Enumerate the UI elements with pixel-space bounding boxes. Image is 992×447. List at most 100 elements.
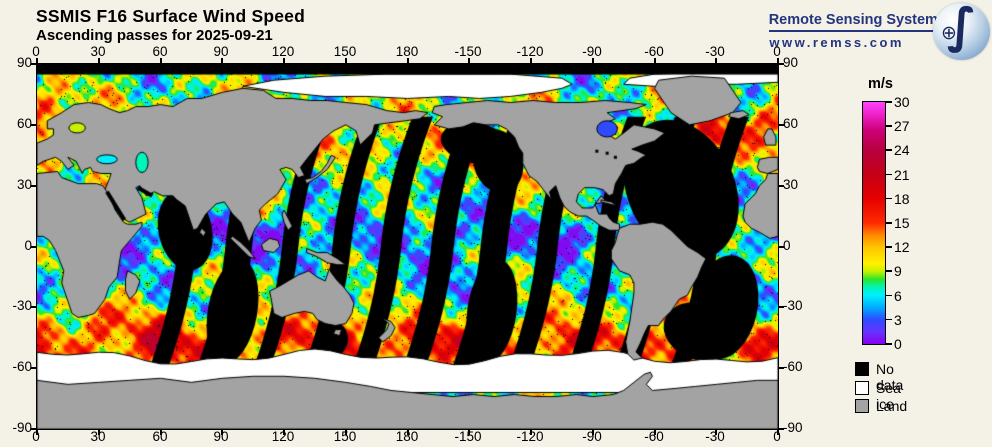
sea-ice-swatch [855,380,869,395]
colorbar-tick [886,125,892,127]
colorbar-tick [886,197,892,200]
colorbar-tick [886,173,892,176]
axis-tick [777,58,779,63]
axis-tick [779,124,784,126]
axis-tick [31,367,36,369]
colorbar-tick-label: 12 [894,239,910,256]
axis-tick [31,185,36,187]
axis-label: -90 [582,44,602,59]
axis-tick [779,63,784,65]
axis-tick [36,430,38,435]
colorbar-tick [886,222,892,224]
axis-label: -30 [12,298,32,313]
axis-tick [98,58,100,63]
axis-label: 60 [152,429,168,444]
axis-label: -30 [705,44,725,59]
axis-tick [779,185,784,187]
axis-tick [715,430,717,435]
axis-tick [221,430,223,435]
axis-label: 180 [395,44,419,59]
axis-label: 30 [90,429,106,444]
axis-tick [468,430,470,435]
colorbar-tick [886,294,892,297]
axis-label: -30 [705,429,725,444]
axis-tick [31,63,36,65]
axis-tick [468,58,470,63]
axis-tick [777,430,779,435]
colorbar-tick-label: 15 [894,215,910,231]
crosshair-glyph-icon: ⊕ [941,22,957,44]
axis-tick [592,58,594,63]
colorbar-tick-label: 0 [894,336,902,352]
axis-label: -120 [516,429,544,444]
no-data-label: No data [876,361,904,393]
axis-label: 90 [213,429,229,444]
colorbar-tick [886,101,892,103]
logo-remote-sensing-systems: Remote Sensing Systems [768,12,946,32]
axis-tick [345,430,347,435]
axis-label: 30 [783,177,799,192]
axis-label: 90 [213,44,229,59]
no-data-swatch [855,362,869,376]
axis-label: -90 [12,420,32,435]
axis-tick [31,246,36,248]
colorbar-tick-label: 9 [894,263,902,280]
axis-label: -60 [644,429,664,444]
land-swatch [855,399,869,413]
axis-tick [407,58,409,63]
axis-tick [283,58,285,63]
axis-tick [221,58,223,63]
axis-label: -150 [454,429,482,444]
axis-tick [31,306,36,308]
axis-label: -60 [783,359,803,374]
axis-label: 60 [16,116,32,131]
integral-glyph-icon: ∫ [947,0,977,54]
colorbar-unit-label: m/s [868,76,893,92]
axis-tick [779,367,784,369]
page-subtitle: Ascending passes for 2025-09-21 [36,27,273,44]
axis-label: -150 [454,44,482,59]
wind-speed-map-canvas [37,64,778,429]
axis-label: 180 [395,429,419,444]
axis-label: 120 [271,44,295,59]
axis-tick [407,430,409,435]
axis-label: -120 [516,44,544,59]
axis-label: 30 [16,177,32,192]
sea-ice-label: Sea ice [876,379,901,412]
axis-label: -90 [783,420,803,435]
colorbar-tick [886,318,892,321]
colorbar-gradient [863,102,885,344]
colorbar-tick [886,149,892,151]
colorbar-tick-label: 21 [894,166,910,183]
colorbar-tick [886,246,892,248]
axis-label: 60 [152,44,168,59]
axis-tick [31,124,36,126]
axis-label: -60 [12,359,32,374]
axis-tick [779,246,784,248]
map-frame [31,58,784,435]
axis-label: 0 [24,238,32,253]
colorbar-tick-label: 24 [894,142,910,159]
page-title: SSMIS F16 Surface Wind Speed [36,6,305,26]
axis-label: 0 [783,238,791,253]
colorbar-tick-label: 6 [894,287,902,304]
land-label: Land [876,398,908,414]
axis-tick [530,430,532,435]
axis-label: 0 [32,429,40,444]
axis-tick [36,58,38,63]
axis-label: 0 [773,44,781,59]
colorbar-tick-label: 27 [894,118,910,135]
axis-tick [654,430,656,435]
axis-tick [654,58,656,63]
axis-label: -30 [783,298,803,313]
colorbar-tick [886,343,892,345]
axis-tick [98,430,100,435]
axis-tick [779,306,784,308]
logo-url-link[interactable]: www.remss.com [769,35,904,50]
globe-logo-icon: ∫ ⊕ [933,0,990,60]
axis-label: 120 [271,429,295,444]
axis-tick [779,428,784,430]
axis-tick [530,58,532,63]
colorbar-tick-label: 3 [894,311,902,328]
